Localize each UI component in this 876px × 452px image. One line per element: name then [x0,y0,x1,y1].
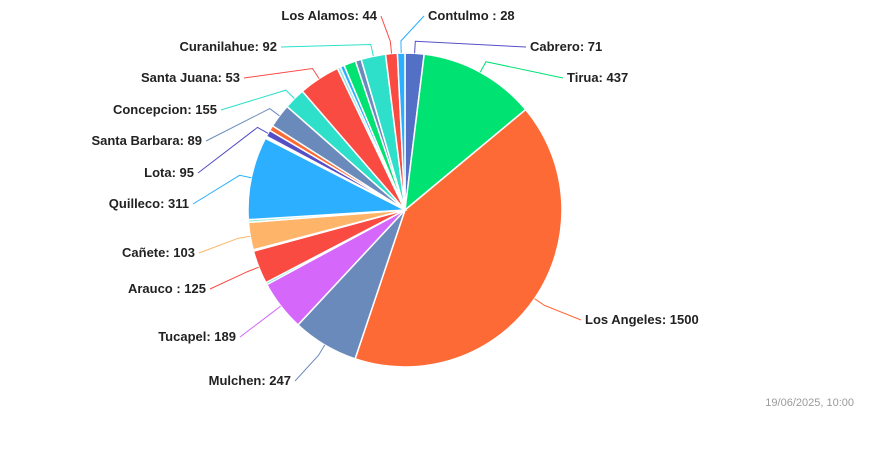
connector-tirua [479,61,564,79]
connector-cabrero [414,40,527,54]
pie-slice-quilleco[interactable] [247,137,408,221]
label-cabrero: Cabrero: 71 [530,39,602,54]
label-los-alamos: Los Alamos: 44 [281,8,377,23]
connector-concepcion [220,89,295,111]
connector-contulmo [400,15,425,54]
connector-canete [198,235,251,254]
label-mulchen: Mulchen: 247 [209,373,291,388]
label-santa-juana: Santa Juana: 53 [141,70,240,85]
label-contulmo: Contulmo : 28 [428,8,515,23]
label-quilleco: Quilleco: 311 [109,196,189,211]
label-tucapel: Tucapel: 189 [158,329,236,344]
connector-los-alamos [380,15,392,54]
connector-santa-juana [243,67,320,79]
label-los-angeles: Los Angeles: 1500 [585,312,699,327]
connector-mulchen [294,344,326,382]
connector-tucapel [239,305,282,338]
label-arauco: Arauco : 125 [128,281,206,296]
pie-slice-los-angeles[interactable] [354,108,563,368]
label-lota: Lota: 95 [144,165,194,180]
pie-slice-contulmo[interactable] [396,52,406,211]
connector-los-angeles [534,298,582,321]
label-curanilahue: Curanilahue: 92 [179,39,277,54]
timestamp: 19/06/2025, 10:00 [765,397,854,409]
label-concepcion: Concepcion: 155 [113,102,217,117]
connector-arauco [209,266,259,290]
connector-curanilahue [280,43,374,57]
label-santa-barbara: Santa Barbara: 89 [91,133,202,148]
connector-lota [197,126,269,174]
label-canete: Cañete: 103 [122,245,195,260]
label-tirua: Tirua: 437 [567,70,628,85]
connector-santa-barbara [205,108,280,142]
connector-quilleco [192,174,252,205]
